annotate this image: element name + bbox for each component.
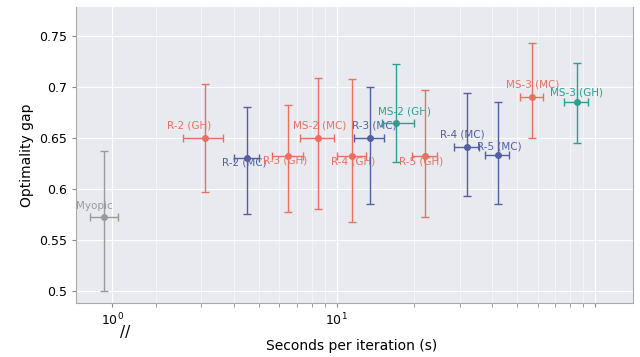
Text: R-2 (MC): R-2 (MC) [222,157,266,167]
Text: MS-3 (MC): MS-3 (MC) [506,80,559,90]
Text: R-3 (MC): R-3 (MC) [353,120,397,130]
Text: //: // [120,325,130,340]
Text: R-5 (MC): R-5 (MC) [477,142,522,152]
Text: R-2 (GH): R-2 (GH) [166,120,211,130]
Text: R-4 (GH): R-4 (GH) [331,156,375,166]
Y-axis label: Optimality gap: Optimality gap [20,103,34,207]
Text: Seconds per iteration (s): Seconds per iteration (s) [266,340,438,353]
Text: R-4 (MC): R-4 (MC) [440,130,484,140]
Text: MS-3 (GH): MS-3 (GH) [550,88,604,98]
Text: MS-2 (MC): MS-2 (MC) [293,120,347,130]
Text: Myopic: Myopic [76,201,113,211]
Text: R-3 (GH): R-3 (GH) [263,155,307,165]
Text: R-5 (GH): R-5 (GH) [399,156,444,166]
Text: MS-2 (GH): MS-2 (GH) [378,106,431,116]
